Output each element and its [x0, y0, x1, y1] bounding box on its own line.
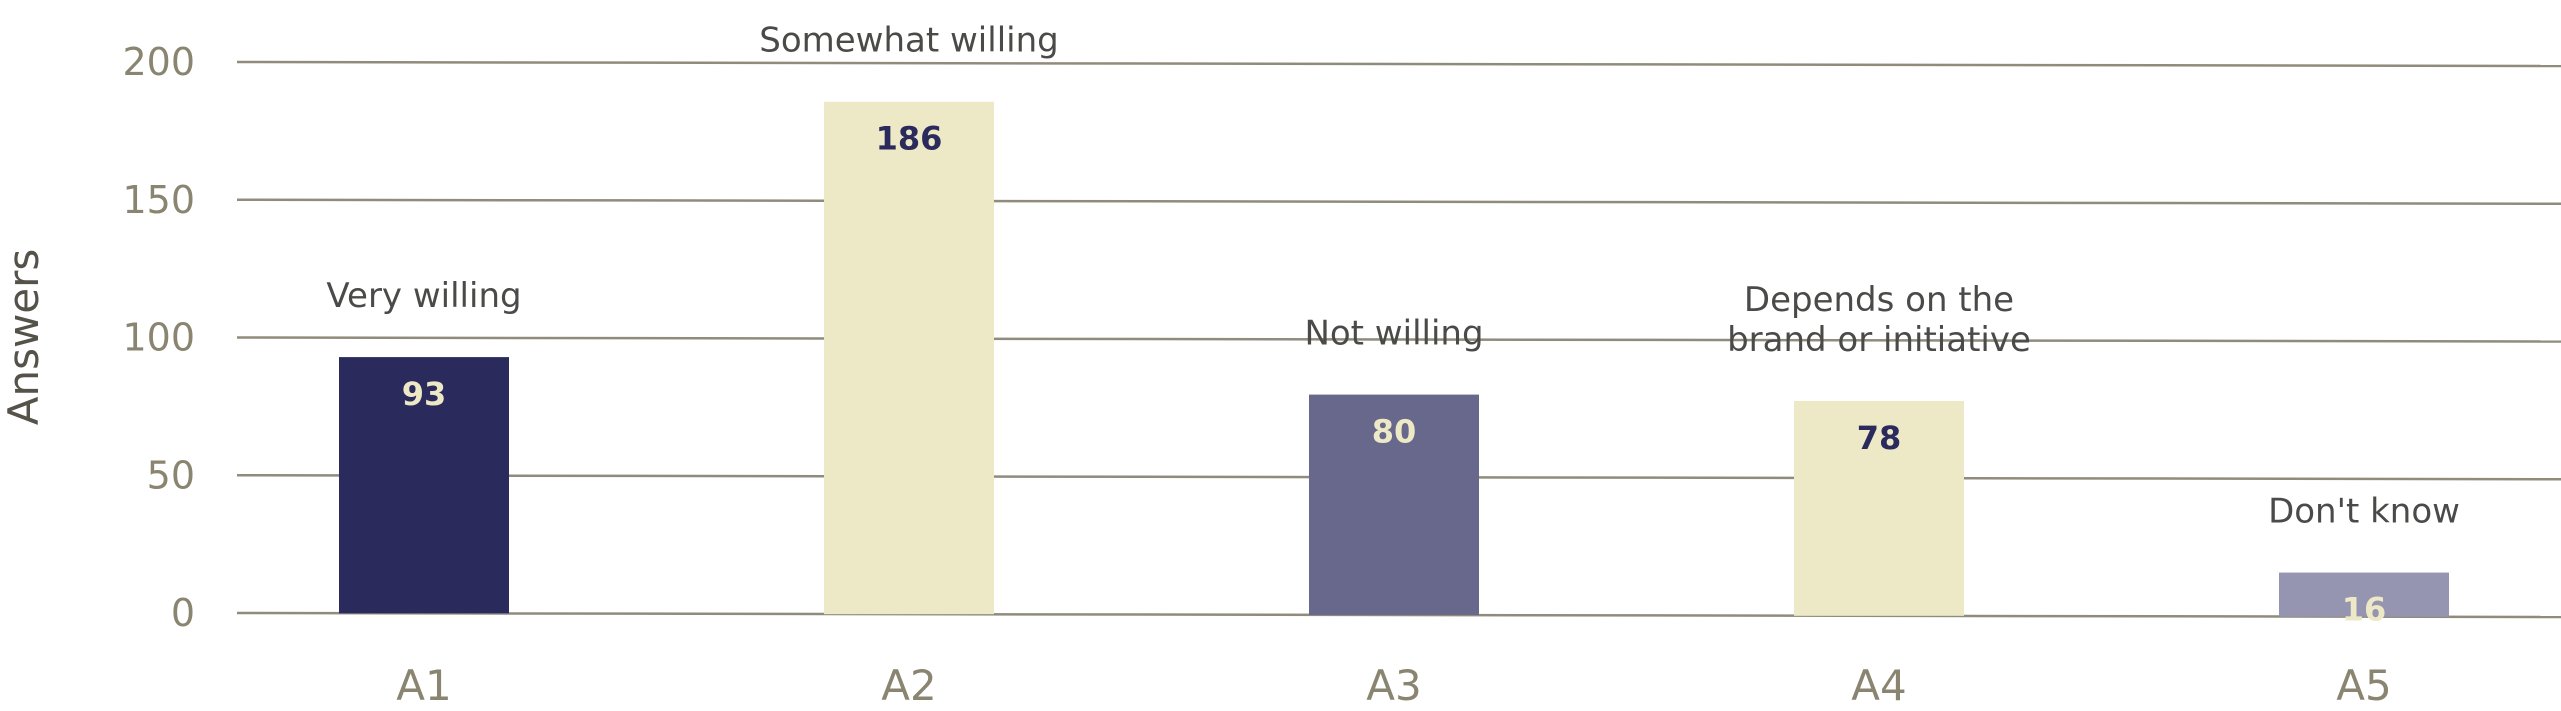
- bar-value-label: 80: [1372, 413, 1417, 451]
- bar: [2279, 572, 2449, 617]
- bar-annotation: brand or initiative: [1727, 320, 2031, 360]
- y-tick-label: 100: [122, 316, 195, 360]
- gridlines: [236, 60, 2561, 619]
- y-axis-label: Answers: [0, 249, 48, 426]
- bar-value-label: 93: [402, 375, 447, 413]
- x-tick-label: A4: [1851, 661, 1906, 710]
- y-tick-label: 200: [122, 40, 195, 84]
- bar: [339, 357, 509, 614]
- bar-annotation: Very willing: [326, 276, 521, 316]
- gridline: [236, 611, 2561, 619]
- bar: [824, 101, 994, 615]
- x-axis-ticks: A1 A2 A3 A4 A5: [396, 661, 2391, 710]
- bar-annotation: Somewhat willing: [759, 21, 1058, 61]
- bar-annotation: Not willing: [1304, 314, 1483, 354]
- bars: 93 186 80 78 16: [339, 101, 2449, 629]
- bar: [1309, 394, 1479, 615]
- gridline: [236, 336, 2561, 343]
- y-tick-label: 50: [147, 453, 195, 497]
- y-axis-ticks: 0 50 100 150 200: [122, 40, 195, 635]
- x-tick-label: A5: [2336, 661, 2391, 710]
- bar-value-label: 16: [2342, 591, 2387, 629]
- gridline: [236, 60, 2561, 68]
- y-tick-label: 0: [171, 591, 195, 635]
- x-tick-label: A3: [1366, 661, 1421, 710]
- bar-annotations: Very willing Somewhat willing Not willing D…: [326, 21, 2460, 532]
- bar-value-label: 186: [876, 120, 943, 158]
- gridline: [236, 198, 2561, 205]
- bar-annotation: Don't know: [2268, 492, 2460, 532]
- bar: [1794, 400, 1964, 616]
- bar-value-label: 78: [1857, 419, 1902, 457]
- x-tick-label: A2: [881, 661, 936, 710]
- x-tick-label: A1: [396, 661, 451, 710]
- bar-annotation: Depends on the: [1744, 280, 2014, 320]
- y-tick-label: 150: [122, 178, 195, 222]
